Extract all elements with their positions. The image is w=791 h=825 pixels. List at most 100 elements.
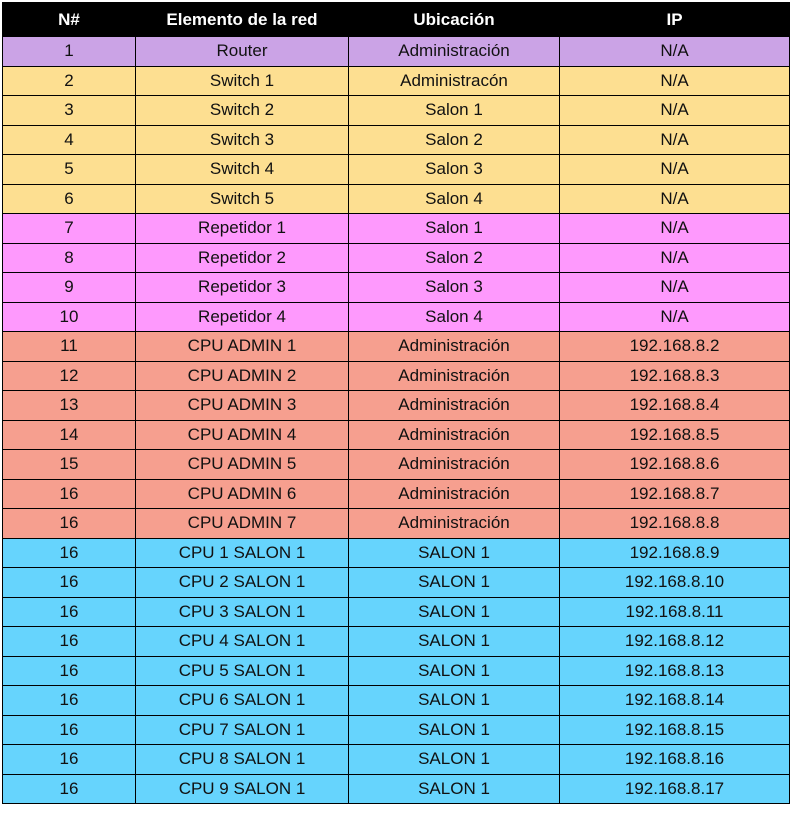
cell-number: 16 — [2, 685, 136, 716]
cell-element: CPU 7 SALON 1 — [135, 714, 349, 745]
cell-element: Repetidor 3 — [135, 272, 349, 303]
table-row: 16 CPU 3 SALON 1 SALON 1 192.168.8.11 — [2, 596, 790, 627]
cell-element: Repetidor 1 — [135, 213, 349, 244]
table-row: 11 CPU ADMIN 1 Administración 192.168.8.2 — [2, 331, 790, 362]
cell-number: 11 — [2, 331, 136, 362]
table-row: 9 Repetidor 3 Salon 3 N/A — [2, 272, 790, 303]
cell-location: SALON 1 — [348, 685, 560, 716]
cell-ip: 192.168.8.17 — [559, 773, 790, 804]
table-body: 1 Router Administración N/A 2 Switch 1 Adminis… — [2, 36, 790, 804]
cell-ip: 192.168.8.13 — [559, 655, 790, 686]
cell-ip: N/A — [559, 242, 790, 273]
cell-ip: N/A — [559, 301, 790, 332]
cell-number: 15 — [2, 449, 136, 480]
cell-location: Salon 3 — [348, 154, 560, 185]
cell-location: Salon 2 — [348, 124, 560, 155]
cell-element: CPU ADMIN 1 — [135, 331, 349, 362]
cell-location: Administración — [348, 508, 560, 539]
cell-number: 16 — [2, 626, 136, 657]
cell-element: CPU 9 SALON 1 — [135, 773, 349, 804]
table-header: N# Elemento de la red Ubicación IP — [2, 2, 790, 37]
cell-location: Salon 4 — [348, 301, 560, 332]
cell-location: Administración — [348, 390, 560, 421]
cell-ip: 192.168.8.4 — [559, 390, 790, 421]
table-row: 6 Switch 5 Salon 4 N/A — [2, 183, 790, 214]
cell-location: Salon 1 — [348, 213, 560, 244]
cell-element: CPU 3 SALON 1 — [135, 596, 349, 627]
cell-ip: 192.168.8.12 — [559, 626, 790, 657]
cell-number: 16 — [2, 567, 136, 598]
cell-ip: 192.168.8.14 — [559, 685, 790, 716]
cell-number: 16 — [2, 744, 136, 775]
cell-number: 12 — [2, 360, 136, 391]
cell-ip: N/A — [559, 183, 790, 214]
cell-number: 4 — [2, 124, 136, 155]
cell-ip: 192.168.8.16 — [559, 744, 790, 775]
cell-element: CPU 4 SALON 1 — [135, 626, 349, 657]
table-row: 15 CPU ADMIN 5 Administración 192.168.8.6 — [2, 449, 790, 480]
cell-ip: N/A — [559, 272, 790, 303]
cell-element: CPU ADMIN 3 — [135, 390, 349, 421]
table-row: 2 Switch 1 Administracón N/A — [2, 65, 790, 96]
table-row: 16 CPU 6 SALON 1 SALON 1 192.168.8.14 — [2, 685, 790, 716]
cell-element: CPU 6 SALON 1 — [135, 685, 349, 716]
table-row: 12 CPU ADMIN 2 Administración 192.168.8.3 — [2, 360, 790, 391]
cell-number: 16 — [2, 714, 136, 745]
cell-location: SALON 1 — [348, 714, 560, 745]
cell-location: Administración — [348, 478, 560, 509]
cell-ip: N/A — [559, 124, 790, 155]
cell-ip: 192.168.8.11 — [559, 596, 790, 627]
cell-element: Repetidor 4 — [135, 301, 349, 332]
cell-element: CPU ADMIN 4 — [135, 419, 349, 450]
table-row: 16 CPU 9 SALON 1 SALON 1 192.168.8.17 — [2, 773, 790, 804]
cell-location: SALON 1 — [348, 773, 560, 804]
cell-element: CPU ADMIN 7 — [135, 508, 349, 539]
table-row: 5 Switch 4 Salon 3 N/A — [2, 154, 790, 185]
cell-location: SALON 1 — [348, 744, 560, 775]
cell-location: Salon 2 — [348, 242, 560, 273]
table-row: 14 CPU ADMIN 4 Administración 192.168.8.5 — [2, 419, 790, 450]
cell-location: Administración — [348, 449, 560, 480]
table-row: 16 CPU 2 SALON 1 SALON 1 192.168.8.10 — [2, 567, 790, 598]
cell-number: 2 — [2, 65, 136, 96]
cell-location: SALON 1 — [348, 567, 560, 598]
cell-element: CPU ADMIN 6 — [135, 478, 349, 509]
cell-number: 10 — [2, 301, 136, 332]
cell-ip: 192.168.8.8 — [559, 508, 790, 539]
header-ip: IP — [559, 2, 790, 37]
cell-location: Administracón — [348, 65, 560, 96]
cell-location: Salon 1 — [348, 95, 560, 126]
cell-location: Administración — [348, 360, 560, 391]
cell-number: 3 — [2, 95, 136, 126]
cell-element: CPU 8 SALON 1 — [135, 744, 349, 775]
cell-location: Salon 4 — [348, 183, 560, 214]
cell-number: 7 — [2, 213, 136, 244]
table-row: 10 Repetidor 4 Salon 4 N/A — [2, 301, 790, 332]
cell-number: 5 — [2, 154, 136, 185]
cell-ip: 192.168.8.6 — [559, 449, 790, 480]
table-row: 8 Repetidor 2 Salon 2 N/A — [2, 242, 790, 273]
cell-location: SALON 1 — [348, 537, 560, 568]
cell-number: 14 — [2, 419, 136, 450]
cell-ip: N/A — [559, 154, 790, 185]
header-element: Elemento de la red — [135, 2, 349, 37]
table-row: 1 Router Administración N/A — [2, 36, 790, 67]
cell-ip: 192.168.8.7 — [559, 478, 790, 509]
cell-ip: 192.168.8.9 — [559, 537, 790, 568]
cell-location: Administración — [348, 331, 560, 362]
cell-number: 8 — [2, 242, 136, 273]
cell-ip: 192.168.8.15 — [559, 714, 790, 745]
network-elements-table: N# Elemento de la red Ubicación IP 1 Rout… — [2, 2, 790, 804]
cell-number: 16 — [2, 478, 136, 509]
cell-element: Router — [135, 36, 349, 67]
cell-location: SALON 1 — [348, 626, 560, 657]
cell-number: 6 — [2, 183, 136, 214]
cell-number: 16 — [2, 596, 136, 627]
cell-element: CPU 1 SALON 1 — [135, 537, 349, 568]
header-location: Ubicación — [348, 2, 560, 37]
table-row: 16 CPU 1 SALON 1 SALON 1 192.168.8.9 — [2, 537, 790, 568]
header-row: N# Elemento de la red Ubicación IP — [2, 2, 790, 37]
cell-element: Repetidor 2 — [135, 242, 349, 273]
cell-element: CPU 5 SALON 1 — [135, 655, 349, 686]
cell-ip: N/A — [559, 95, 790, 126]
